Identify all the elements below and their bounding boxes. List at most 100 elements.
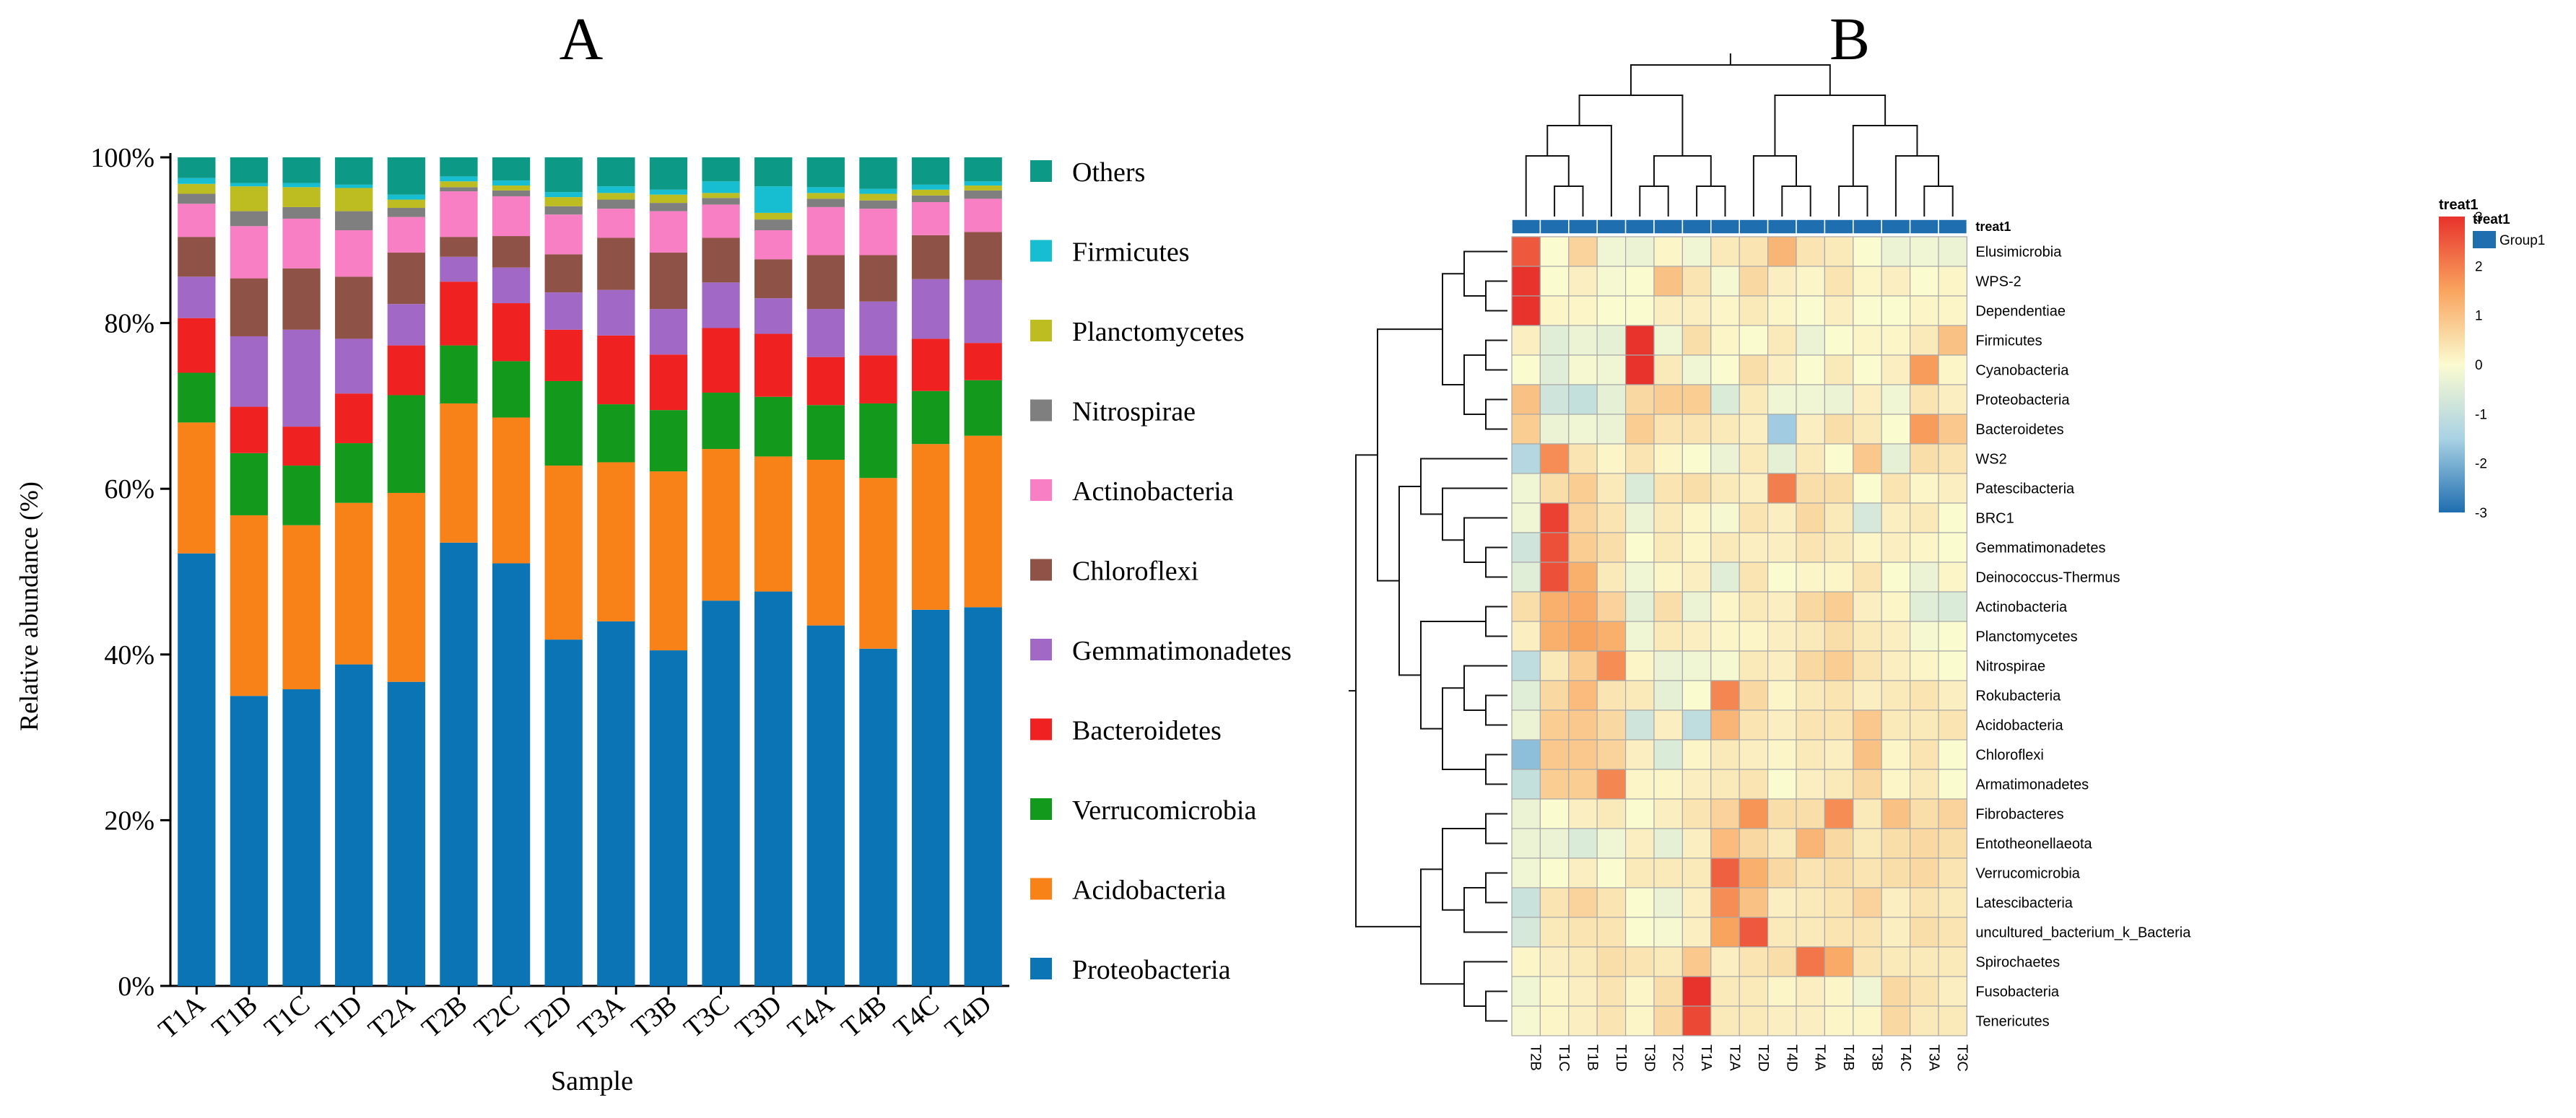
heatmap-cell-bacteroidetes-t1a xyxy=(1681,414,1712,445)
bar-segment-t2c-gemmatimonadetes xyxy=(492,267,531,304)
heatmap-cell-ws2-t3b xyxy=(1853,443,1882,474)
heatmap-cell-gemmatimonadetes-t3a xyxy=(1910,532,1939,563)
row-dendrogram-branch xyxy=(1398,485,1421,676)
heatmap-cell-acidobacteria-t2d xyxy=(1739,709,1769,741)
heatmap-cell-deinococcus-thermus-t4a xyxy=(1796,562,1826,593)
heatmap-cell-acidobacteria-t1b xyxy=(1568,709,1598,741)
heatmap-cell-planctomycetes-t1b xyxy=(1568,621,1598,652)
group-legend-title: treat1 xyxy=(2473,212,2510,227)
bar-segment-t1b-others xyxy=(230,157,269,183)
heatmap-cell-planctomycetes-t3b xyxy=(1853,621,1882,652)
heatmap-column-label: T2B xyxy=(1528,1044,1544,1071)
row-dendrogram-branch xyxy=(1485,872,1507,904)
bar-segment-t4c-nitrospirae xyxy=(911,195,950,202)
bar-legend-label: Verrucomicrobia xyxy=(1072,795,1256,826)
heatmap-column-label: T2D xyxy=(1755,1044,1771,1072)
bar-segment-t1a-others xyxy=(178,157,216,178)
heatmap-cell-deinococcus-thermus-t4d xyxy=(1767,562,1797,593)
bar-stacks xyxy=(178,157,1002,986)
bar-legend-label: Gemmatimonadetes xyxy=(1072,636,1292,666)
bar-segment-t3a-others xyxy=(597,157,635,187)
bar-x-tick-label: T4A xyxy=(782,989,840,1044)
bar-segment-t1c-planctomycetes xyxy=(282,187,321,207)
heatmap-cell-chloroflexi-t1a xyxy=(1681,739,1712,770)
heatmap-cell-wps-2-t2b xyxy=(1511,266,1541,297)
heatmap-cell-rokubacteria-t1a xyxy=(1681,680,1712,711)
heatmap-cell-latescibacteria-t3b xyxy=(1853,887,1882,918)
bar-segment-t4d-acidobacteria xyxy=(964,435,1002,608)
heatmap-cell-planctomycetes-t2b xyxy=(1511,621,1541,652)
bar-segment-t2d-chloroflexi xyxy=(544,254,583,293)
bar-segment-t3a-acidobacteria xyxy=(597,462,635,621)
bar-legend-label: Firmicutes xyxy=(1072,237,1190,268)
heatmap-row-label: Actinobacteria xyxy=(1975,600,2068,616)
bar-segment-t3c-proteobacteria xyxy=(702,601,740,986)
heatmap-column-label: T3A xyxy=(1926,1044,1941,1071)
bar-segment-t3c-nitrospirae xyxy=(702,198,740,205)
heatmap-cell-actinobacteria-t2c xyxy=(1653,591,1684,622)
heatmap-cell-firmicutes-t4a xyxy=(1796,325,1826,356)
bar-segment-t2d-bacteroidetes xyxy=(544,329,583,381)
bar-segment-t3d-planctomycetes xyxy=(754,212,793,220)
heatmap-cell-verrucomicrobia-t4b xyxy=(1824,857,1854,888)
heatmap-cell-fusobacteria-t4b xyxy=(1824,976,1854,1007)
heatmap-cell-armatimonadetes-t4b xyxy=(1824,769,1854,800)
bar-segment-t4a-verrucomicrobia xyxy=(806,405,845,460)
heatmap-cell-wps-2-t1d xyxy=(1596,266,1627,297)
heatmap-cell-ws2-t4a xyxy=(1796,443,1826,474)
bar-segment-t3b-acidobacteria xyxy=(649,471,688,651)
heatmap-row-label: Patescibacteria xyxy=(1975,481,2075,497)
heatmap-cell-planctomycetes-t2d xyxy=(1739,621,1769,652)
heatmap-cell-cyanobacteria-t1c xyxy=(1539,354,1570,385)
bar-x-axis-label: Sample xyxy=(551,1066,633,1096)
heatmap-cell-entotheonellaeota-t1b xyxy=(1568,828,1598,859)
bar-segment-t2d-acidobacteria xyxy=(544,466,583,640)
heatmap-cell-uncultured-bacterium-k-bacteria-t3b xyxy=(1853,917,1882,948)
heatmap-cell-latescibacteria-t3a xyxy=(1910,887,1939,918)
heatmap-cell-entotheonellaeota-t1a xyxy=(1681,828,1712,859)
heatmap-cell-wps-2-t3c xyxy=(1938,266,1968,297)
heatmap-row-label: Tenericutes xyxy=(1975,1014,2049,1030)
bar-legend-item-gemmatimonadetes: Gemmatimonadetes xyxy=(1030,636,1292,666)
heatmap-cell-gemmatimonadetes-t1c xyxy=(1539,532,1570,563)
column-dendrogram-branch xyxy=(1653,155,1712,186)
bar-segment-t2a-proteobacteria xyxy=(387,681,425,986)
heatmap-cell-ws2-t2b xyxy=(1511,443,1541,474)
heatmap-cell-nitrospirae-t3a xyxy=(1910,650,1939,681)
bar-legend-swatch xyxy=(1030,160,1052,182)
column-dendrogram xyxy=(1525,53,1954,217)
heatmap-cell-brc1-t2c xyxy=(1653,502,1684,533)
bar-segment-t3d-verrucomicrobia xyxy=(754,396,793,457)
heatmap-cell-fibrobacteres-t3c xyxy=(1938,798,1968,829)
bar-y-tick-label: 0% xyxy=(118,971,155,1002)
heatmap-cell-armatimonadetes-t2a xyxy=(1710,769,1740,800)
heatmap-cell-deinococcus-thermus-t3b xyxy=(1853,562,1882,593)
bar-x-tick-label: T4D xyxy=(939,990,997,1045)
column-dendrogram-branch xyxy=(1639,185,1669,217)
bar-segment-t4c-gemmatimonadetes xyxy=(911,279,950,339)
bar-segment-t4d-others xyxy=(964,157,1002,182)
heatmap-cell-spirochaetes-t3a xyxy=(1910,946,1939,977)
heatmap-cell-fibrobacteres-t2c xyxy=(1653,798,1684,829)
heatmap-cell-spirochaetes-t1c xyxy=(1539,946,1570,977)
bar-segment-t3b-nitrospirae xyxy=(649,203,688,211)
bar-segment-t2a-firmicutes xyxy=(387,194,425,200)
heatmap-cell-chloroflexi-t4c xyxy=(1881,739,1911,770)
bar-segment-t4a-planctomycetes xyxy=(806,193,845,199)
column-dendrogram-branch xyxy=(1696,185,1726,217)
heatmap-cell-tenericutes-t2b xyxy=(1511,1005,1541,1036)
heatmap-cell-gemmatimonadetes-t4d xyxy=(1767,532,1797,563)
heatmap-cell-brc1-t2d xyxy=(1739,502,1769,533)
heatmap-cell-fusobacteria-t4d xyxy=(1767,976,1797,1007)
heatmap-cell-armatimonadetes-t4c xyxy=(1881,769,1911,800)
heatmap-cell-gemmatimonadetes-t1d xyxy=(1596,532,1627,563)
heatmap-cell-deinococcus-thermus-t1a xyxy=(1681,562,1712,593)
heatmap-cell-brc1-t4c xyxy=(1881,502,1911,533)
heatmap-cell-ws2-t1b xyxy=(1568,443,1598,474)
bar-legend-item-others: Others xyxy=(1030,157,1145,188)
bar-segment-t1d-firmicutes xyxy=(335,184,373,188)
bar-segment-t2d-gemmatimonadetes xyxy=(544,292,583,330)
bar-x-tick-label: T2B xyxy=(416,990,473,1044)
heatmap-row-label: Planctomycetes xyxy=(1975,629,2077,645)
heatmap-cell-tenericutes-t3a xyxy=(1910,1005,1939,1036)
